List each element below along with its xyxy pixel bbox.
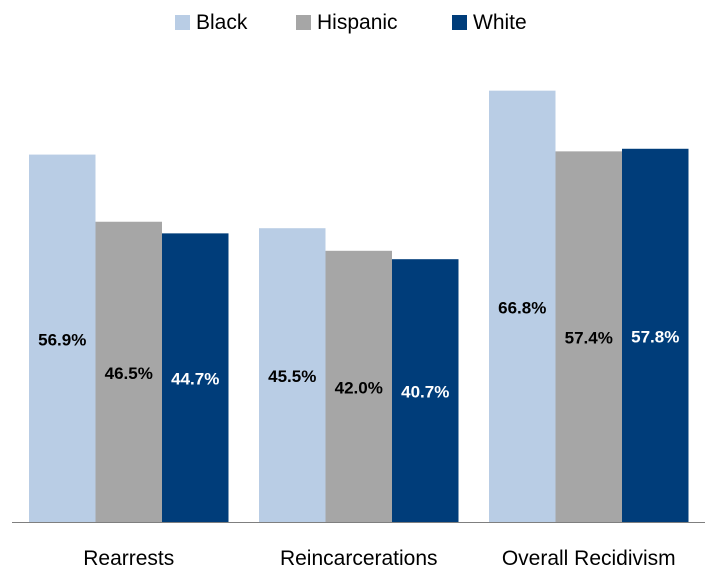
bar-hispanic-2 xyxy=(555,151,622,523)
legend-label-hispanic: Hispanic xyxy=(317,11,398,34)
bar-black-0 xyxy=(29,154,96,523)
data-label-hispanic-0: 46.5% xyxy=(105,364,153,383)
data-label-hispanic-1: 42.0% xyxy=(335,378,383,397)
legend-swatch-hispanic xyxy=(296,15,311,30)
data-label-white-0: 44.7% xyxy=(171,370,219,389)
data-label-hispanic-2: 57.4% xyxy=(565,329,613,348)
bars xyxy=(29,90,689,523)
bar-white-1 xyxy=(392,259,459,522)
data-label-white-2: 57.8% xyxy=(631,327,679,346)
data-label-black-2: 66.8% xyxy=(498,298,546,317)
data-label-white-1: 40.7% xyxy=(401,383,449,402)
x-tick-label-2: Overall Recidivism xyxy=(502,547,676,570)
legend-swatch-black xyxy=(175,15,190,30)
x-tick-label-0: Rearrests xyxy=(83,547,174,570)
legend-swatch-white xyxy=(452,15,467,30)
bar-hispanic-0 xyxy=(95,221,162,522)
legend-label-white: White xyxy=(473,11,527,34)
bar-hispanic-1 xyxy=(325,250,392,523)
bar-white-0 xyxy=(162,233,229,522)
x-tick-labels: Rearrests Reincarcerations Overall Recidiv… xyxy=(83,547,675,570)
data-label-black-0: 56.9% xyxy=(38,330,86,349)
bar-black-1 xyxy=(259,228,326,522)
legend-label-black: Black xyxy=(196,11,248,34)
legend: Black Hispanic White xyxy=(175,11,527,34)
data-labels: 56.9% 46.5% 44.7% 45.5% 42.0% 40.7% 66.8% 57.4%… xyxy=(38,298,679,401)
bar-black-2 xyxy=(489,90,556,523)
bar-white-2 xyxy=(622,148,689,522)
x-tick-label-1: Reincarcerations xyxy=(280,547,438,570)
data-label-black-1: 45.5% xyxy=(268,367,316,386)
